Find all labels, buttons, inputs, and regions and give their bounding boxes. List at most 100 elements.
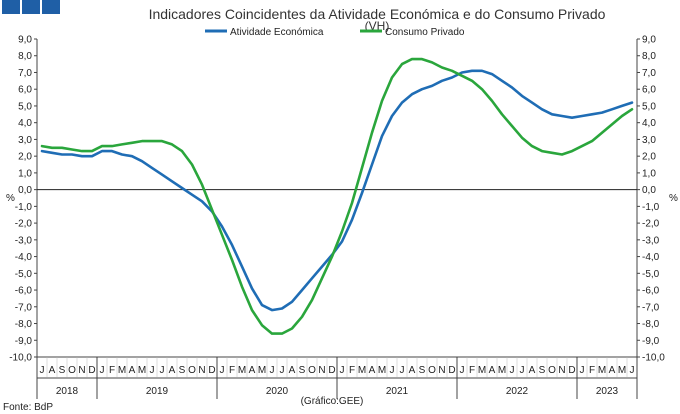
y-tick-label-right: -8,0	[642, 319, 660, 330]
x-tick-label: S	[419, 365, 426, 376]
legend-label-atividade: Atividade Económica	[230, 27, 324, 38]
year-label: 2019	[146, 386, 169, 397]
footer-source: Fonte: BdP	[3, 402, 53, 413]
x-tick-label: M	[118, 365, 126, 376]
x-tick-label: N	[318, 365, 325, 376]
header-block-1	[2, 0, 20, 14]
y-tick-label-right: 9,0	[642, 35, 656, 46]
y-tick-label-left: 9,0	[18, 35, 32, 46]
y-tick-label-left: -6,0	[15, 286, 33, 297]
y-tick-label-right: -6,0	[642, 286, 660, 297]
y-tick-label-left: 4,0	[18, 118, 32, 129]
y-tick-label-left: -7,0	[15, 302, 33, 313]
y-tick-label-right: -2,0	[642, 219, 660, 230]
x-tick-label: D	[568, 365, 575, 376]
x-tick-label: J	[630, 365, 635, 376]
x-tick-label: O	[548, 365, 556, 376]
y-tick-label-left: -9,0	[15, 336, 33, 347]
year-label: 2021	[386, 386, 409, 397]
x-tick-label: J	[520, 365, 525, 376]
x-tick-label: D	[328, 365, 335, 376]
y-tick-label-right: 3,0	[642, 135, 656, 146]
x-tick-label: J	[280, 365, 285, 376]
axes: 9,0 9,0 8,0 8,0 7,0 7,0 6,0 6,0 5,0 5,0 4,0 4,0 3,0 3…	[9, 35, 665, 399]
y-tick-label-right: -4,0	[642, 252, 660, 263]
y-tick-label-left: -1,0	[15, 202, 33, 213]
x-tick-label: O	[428, 365, 436, 376]
y-tick-label-left: -4,0	[15, 252, 33, 263]
y-tick-label-left: 6,0	[18, 85, 32, 96]
x-tick-label: D	[208, 365, 215, 376]
y-tick-label-right: 7,0	[642, 68, 656, 79]
y-tick-label-right: -5,0	[642, 269, 660, 280]
x-tick-label: N	[558, 365, 565, 376]
year-label: 2020	[266, 386, 289, 397]
y-tick-label-right: -9,0	[642, 336, 660, 347]
x-tick-label: M	[138, 365, 146, 376]
x-tick-label: A	[369, 365, 376, 376]
x-tick-label: A	[529, 365, 536, 376]
y-tick-label-left: 1,0	[18, 168, 32, 179]
x-tick-label: J	[40, 365, 45, 376]
x-tick-label: A	[249, 365, 256, 376]
year-label: 2023	[596, 386, 619, 397]
y-tick-label-right: 0,0	[642, 185, 656, 196]
x-tick-label: N	[78, 365, 85, 376]
y-tick-label-left: -2,0	[15, 219, 33, 230]
x-tick-label: A	[409, 365, 416, 376]
y-tick-label-left: -5,0	[15, 269, 33, 280]
y-axis-label-left: %	[6, 193, 15, 204]
y-tick-label-right: 6,0	[642, 85, 656, 96]
y-tick-label-right: 8,0	[642, 51, 656, 62]
y-tick-label-right: 5,0	[642, 101, 656, 112]
y-tick-label-left: 8,0	[18, 51, 32, 62]
y-tick-label-left: 5,0	[18, 101, 32, 112]
x-tick-label: A	[289, 365, 296, 376]
x-tick-label: J	[220, 365, 225, 376]
x-tick-label: F	[349, 365, 355, 376]
x-tick-label: J	[160, 365, 165, 376]
footer-credit: (Gráfico:GEE)	[301, 396, 364, 407]
series-line-consumo-privado	[40, 57, 634, 335]
x-tick-label: N	[198, 365, 205, 376]
x-tick-label: A	[49, 365, 56, 376]
header-block-3	[42, 0, 60, 14]
header-block-2	[22, 0, 40, 14]
y-tick-label-left: 2,0	[18, 152, 32, 163]
x-tick-label: M	[358, 365, 366, 376]
x-tick-label: O	[308, 365, 316, 376]
x-tick-label: O	[68, 365, 76, 376]
x-tick-label: N	[438, 365, 445, 376]
y-tick-label-left: 3,0	[18, 135, 32, 146]
series-line-atividade-economica	[40, 69, 634, 312]
x-tick-label: D	[448, 365, 455, 376]
x-tick-label: S	[539, 365, 546, 376]
x-tick-label: A	[169, 365, 176, 376]
legend-label-consumo: Consumo Privado	[385, 27, 465, 38]
x-tick-label: D	[88, 365, 95, 376]
legend: Atividade Económica Consumo Privado	[205, 27, 465, 38]
x-tick-label: J	[580, 365, 585, 376]
x-tick-label: M	[598, 365, 606, 376]
x-tick-label: A	[489, 365, 496, 376]
x-tick-label: J	[150, 365, 155, 376]
year-label: 2018	[56, 386, 79, 397]
x-tick-label: J	[510, 365, 515, 376]
chart-title: Indicadores Coincidentes da Atividade Ec…	[149, 6, 606, 22]
y-tick-label-left: -8,0	[15, 319, 33, 330]
x-tick-label: M	[258, 365, 266, 376]
x-tick-label: M	[618, 365, 626, 376]
y-tick-label-right: 4,0	[642, 118, 656, 129]
x-tick-label: A	[609, 365, 616, 376]
x-tick-label: J	[390, 365, 395, 376]
y-tick-label-left: -3,0	[15, 235, 33, 246]
y-tick-label-left: 0,0	[18, 185, 32, 196]
y-tick-label-right: -1,0	[642, 202, 660, 213]
x-tick-label: S	[59, 365, 66, 376]
x-tick-label: F	[109, 365, 115, 376]
x-tick-label: J	[460, 365, 465, 376]
x-tick-label: S	[299, 365, 306, 376]
y-tick-label-right: -3,0	[642, 235, 660, 246]
y-tick-label-left: -10,0	[9, 353, 32, 364]
